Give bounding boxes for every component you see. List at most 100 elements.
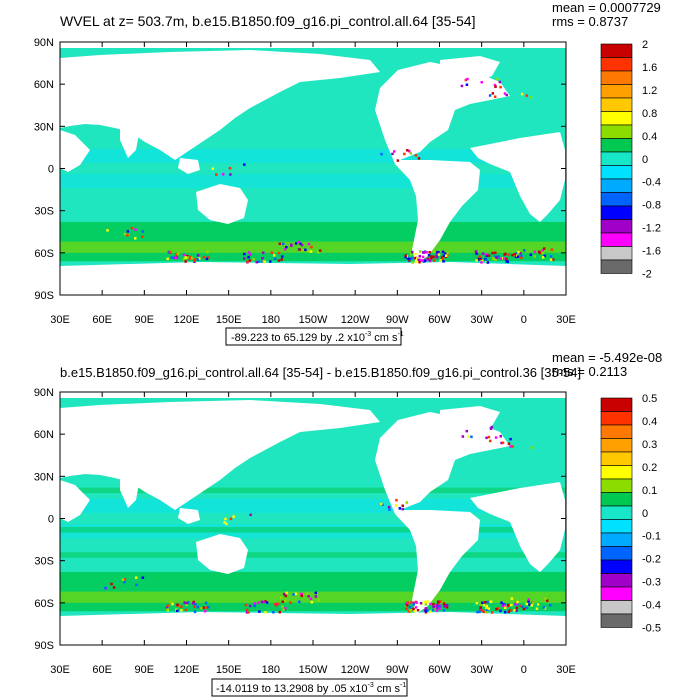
field-speckle — [244, 603, 248, 607]
colorbar-swatch — [600, 43, 633, 58]
colorbar-swatch — [600, 219, 633, 234]
field-speckle — [486, 609, 489, 612]
field-speckle — [503, 610, 507, 614]
field-speckle — [249, 253, 252, 256]
panel-2-range-box: -14.0119 to 13.2908 by .05 x10-3 cm s-1 — [211, 678, 408, 697]
field-speckle — [228, 167, 232, 170]
field-speckle — [245, 611, 249, 614]
field-speckle — [284, 594, 288, 598]
field-speckle — [446, 251, 449, 255]
field-speckle — [520, 256, 523, 260]
field-speckle — [421, 255, 425, 259]
y-tick-label: 0 — [48, 164, 54, 176]
field-speckle — [529, 95, 533, 99]
field-speckle — [221, 172, 225, 176]
field-speckle — [380, 502, 383, 506]
field-speckle — [495, 256, 499, 259]
field-speckle — [437, 253, 441, 256]
x-tick-label: 30W — [470, 664, 493, 676]
field-speckle — [401, 504, 404, 508]
field-speckle — [310, 600, 314, 604]
field-speckle — [405, 602, 408, 605]
panel-2: b.e15.B1850.f09_g16.pi_control.all.64 [3… — [34, 350, 662, 697]
field-speckle — [525, 94, 529, 97]
field-speckle — [193, 258, 197, 261]
field-speckle — [309, 250, 313, 253]
colorbar-swatch — [600, 492, 633, 507]
field-speckle — [411, 261, 414, 264]
field-speckle — [509, 445, 512, 448]
field-speckle — [499, 609, 502, 613]
colorbar-swatch — [600, 424, 633, 439]
field-speckle — [215, 173, 218, 176]
field-speckle — [429, 610, 432, 614]
y-tick-label: 60S — [34, 598, 54, 610]
field-speckle — [550, 248, 554, 251]
x-tick-label: 60W — [428, 314, 451, 326]
panel-1-range-label: -89.223 to 65.129 by .2 x10 — [231, 332, 365, 344]
field-speckle — [401, 507, 405, 511]
field-speckle — [141, 230, 144, 233]
field-speckle — [475, 252, 478, 255]
field-speckle — [168, 250, 172, 254]
panel-2-x-axis: 30E 60E 90E 120E 150E 180 150W 120W 90W 60W 30W 0 30… — [50, 392, 576, 676]
field-speckle — [522, 607, 526, 611]
field-band — [60, 526, 566, 533]
field-speckle — [232, 515, 235, 518]
field-speckle — [442, 602, 446, 605]
field-speckle — [186, 254, 189, 258]
field-speckle — [229, 173, 232, 176]
x-tick-label: 120E — [174, 664, 200, 676]
y-tick-label: 30N — [34, 121, 54, 133]
field-speckle — [405, 604, 409, 607]
field-speckle — [525, 606, 528, 610]
field-speckle — [476, 610, 479, 614]
field-speckle — [423, 259, 427, 263]
field-speckle — [432, 605, 435, 609]
field-speckle — [432, 250, 436, 253]
panel-2-range-label: -14.0119 to 13.2908 by .05 x10 — [216, 683, 367, 695]
panel-1-mean: mean = 0.0007729 — [552, 0, 661, 15]
field-speckle — [421, 251, 425, 254]
field-speckle — [190, 256, 194, 260]
field-speckle — [404, 254, 408, 257]
field-speckle — [169, 600, 173, 604]
field-speckle — [305, 592, 309, 596]
field-speckle — [424, 610, 428, 613]
field-speckle — [301, 249, 305, 252]
panel-1-rms: rms = 0.8737 — [552, 14, 628, 29]
field-speckle — [413, 256, 417, 260]
field-speckle — [516, 600, 519, 604]
field-speckle — [521, 605, 524, 609]
field-speckle — [165, 606, 169, 610]
field-speckle — [405, 501, 409, 504]
x-tick-label: 30E — [556, 314, 576, 326]
field-speckle — [204, 601, 208, 605]
field-speckle — [432, 603, 435, 606]
field-band — [60, 241, 566, 253]
field-speckle — [196, 254, 200, 257]
colorbar-swatch — [600, 465, 633, 480]
field-speckle — [269, 260, 272, 263]
field-speckle — [431, 608, 435, 612]
field-speckle — [134, 228, 137, 231]
field-speckle — [444, 254, 448, 257]
field-speckle — [480, 80, 483, 84]
field-speckle — [442, 609, 446, 612]
field-speckle — [442, 260, 445, 263]
field-speckle — [196, 605, 199, 609]
field-speckle — [492, 256, 495, 260]
colorbar-label: 0.8 — [642, 108, 657, 120]
field-speckle — [317, 251, 320, 254]
field-speckle — [289, 601, 292, 604]
field-speckle — [180, 605, 183, 608]
field-speckle — [428, 258, 431, 262]
field-speckle — [298, 600, 301, 603]
field-speckle — [391, 152, 394, 156]
x-tick-label: 30E — [50, 664, 70, 676]
colorbar-swatch — [600, 546, 633, 561]
field-speckle — [262, 600, 265, 604]
field-speckle — [530, 604, 533, 607]
field-speckle — [499, 434, 503, 438]
field-speckle — [551, 258, 555, 261]
